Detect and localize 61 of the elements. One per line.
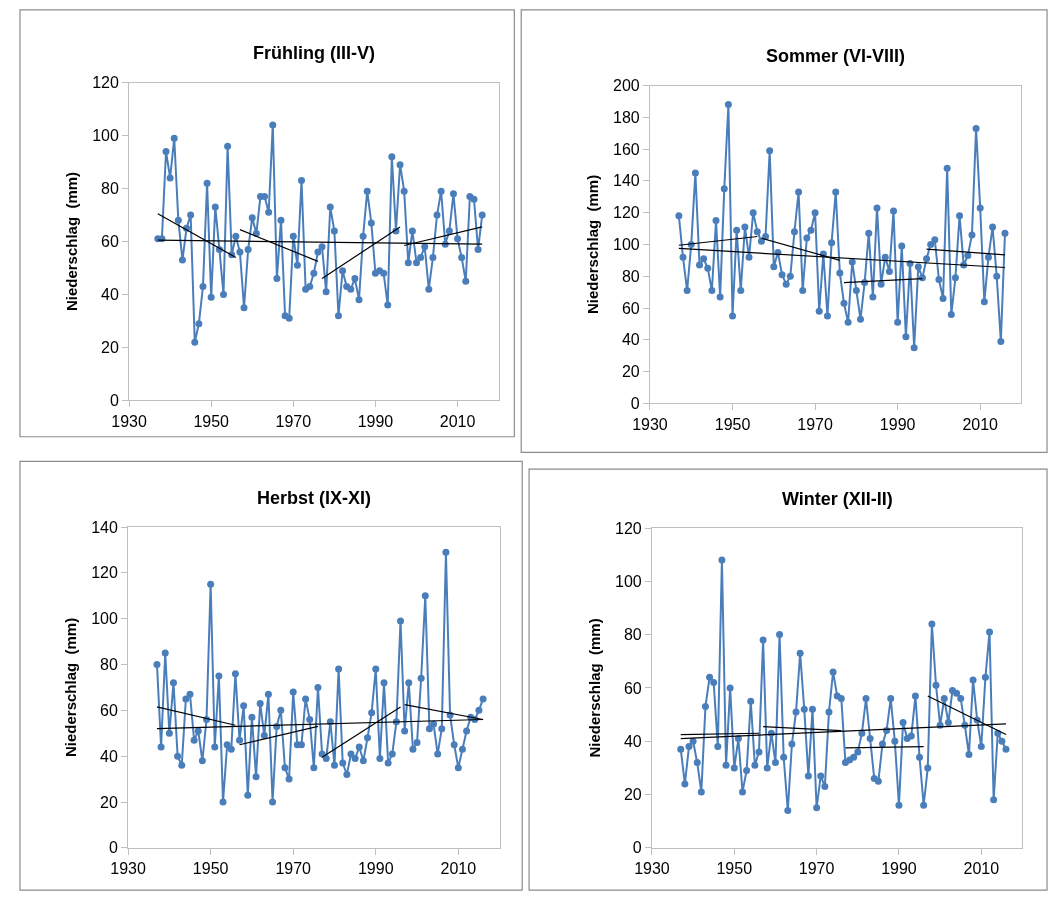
y-tick-label: 200	[613, 77, 640, 95]
y-tick-label: 120	[92, 74, 119, 92]
y-axis-title: Niederschlag (mm)	[584, 174, 602, 315]
chart-title: Sommer (VI-VIII)	[766, 46, 906, 66]
y-tick-label: 60	[101, 233, 119, 251]
y-tick-label: 0	[108, 839, 118, 857]
y-tick-label: 100	[613, 236, 640, 254]
x-tick-label: 1970	[275, 412, 312, 430]
x-tick-label: 1970	[797, 415, 833, 433]
y-axis-title: Niederschlag (mm)	[62, 617, 80, 758]
chart-title: Herbst (IX-XI)	[257, 488, 372, 508]
y-tick-label: 100	[92, 127, 119, 145]
y-tick-label: 20	[623, 786, 642, 804]
y-tick-label: 40	[623, 732, 642, 750]
y-tick-label: 80	[623, 626, 642, 644]
x-tick-label: 1950	[716, 860, 753, 878]
x-tick-label: 1930	[110, 860, 146, 878]
x-tick-label: 1950	[193, 412, 230, 430]
y-tick-label: 0	[109, 392, 119, 410]
x-tick-label: 1950	[714, 415, 751, 433]
x-tick-label: 2010	[962, 415, 999, 433]
x-tick-label: 1930	[632, 415, 668, 433]
chart-title: Frühling (III-V)	[253, 43, 375, 63]
y-tick-label: 80	[621, 267, 640, 285]
y-tick-label: 100	[91, 610, 118, 628]
y-tick-label: 20	[100, 793, 118, 811]
x-tick-label: 1970	[275, 860, 312, 878]
y-tick-label: 20	[101, 339, 119, 357]
x-tick-label: 1930	[111, 412, 147, 430]
chart-title: Winter (XII-II)	[782, 489, 893, 509]
y-tick-label: 40	[101, 286, 119, 304]
y-tick-label: 120	[615, 519, 642, 537]
x-tick-label: 1990	[881, 860, 917, 878]
x-tick-label: 2010	[439, 412, 476, 430]
y-tick-label: 60	[623, 679, 642, 697]
y-tick-label: 40	[621, 331, 640, 349]
x-tick-label: 1990	[357, 412, 394, 430]
y-tick-label: 80	[100, 656, 118, 674]
y-tick-label: 0	[632, 839, 642, 857]
y-tick-label: 60	[621, 299, 640, 317]
y-tick-label: 40	[100, 747, 118, 765]
y-axis-title: Niederschlag (mm)	[586, 618, 604, 758]
y-tick-label: 160	[613, 140, 640, 158]
x-tick-label: 1950	[192, 860, 229, 878]
y-tick-label: 100	[615, 572, 642, 590]
y-tick-label: 120	[91, 564, 118, 582]
y-tick-label: 80	[101, 180, 119, 198]
y-axis-title: Niederschlag (mm)	[63, 171, 81, 312]
y-tick-label: 120	[613, 204, 640, 222]
y-tick-label: 20	[621, 363, 640, 381]
x-tick-label: 2010	[440, 860, 477, 878]
x-tick-label: 1990	[357, 860, 394, 878]
y-tick-label: 140	[613, 172, 640, 190]
y-tick-label: 0	[630, 395, 640, 412]
y-tick-label: 60	[100, 701, 118, 719]
x-tick-label: 2010	[963, 860, 1000, 878]
y-tick-label: 180	[613, 108, 640, 126]
x-tick-label: 1930	[634, 860, 670, 878]
y-tick-label: 140	[91, 518, 118, 536]
x-tick-label: 1990	[879, 415, 916, 433]
x-tick-label: 1970	[798, 860, 835, 878]
